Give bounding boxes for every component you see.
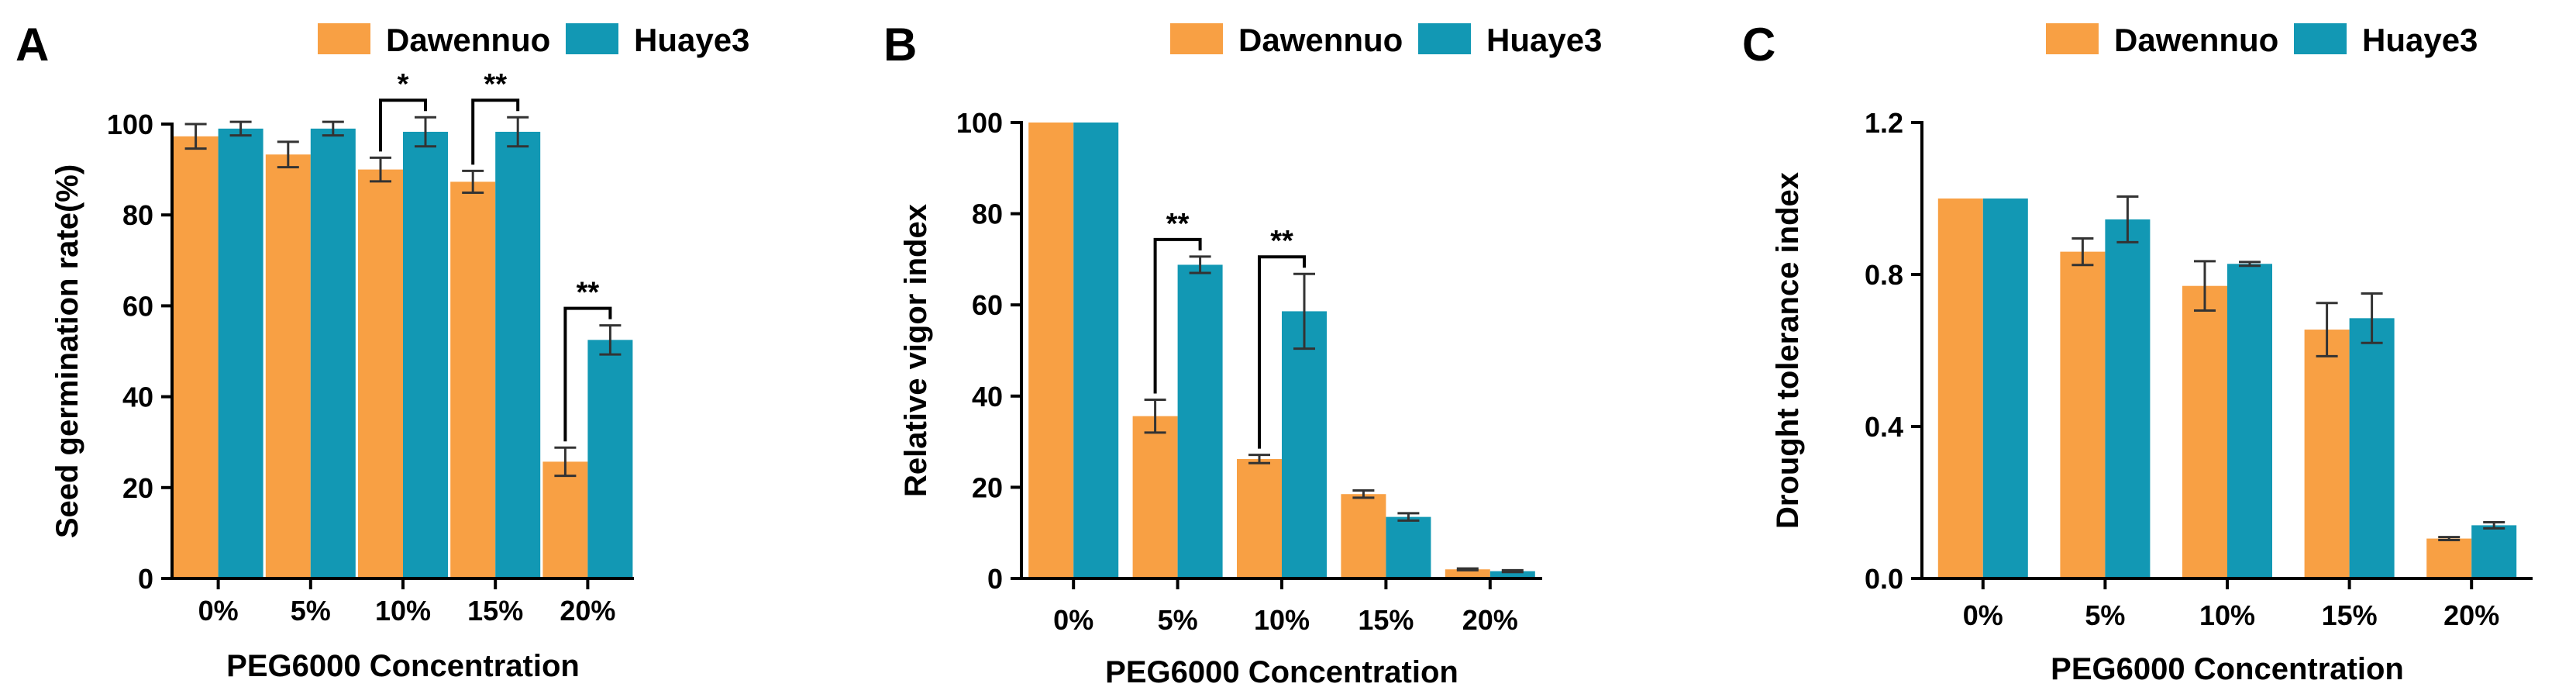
x-tick-label: 20% [560,595,615,627]
legend-label-huaye3: Huaye3 [634,22,749,58]
x-tick-label: 0% [198,595,239,627]
x-tick-label: 15% [1358,604,1414,636]
y-tick-label: 40 [122,382,153,413]
bar-dawennuo-0 [1937,199,1983,578]
x-tick-label: 5% [1158,604,1198,636]
chart-panel-b: B Dawennuo Huaye3 ** ** 0 20 40 60 80 100 0% 5% 10% 15… [883,19,1602,689]
bar-dawennuo-0 [173,136,219,578]
bar-huaye3-4 [587,340,633,578]
bar-huaye3-0 [1073,123,1119,578]
y-tick-label: 20 [122,472,153,504]
bar-huaye3-1 [310,128,356,579]
bar-dawennuo-1 [2060,251,2106,578]
y-tick-label: 40 [972,381,1003,413]
bar-huaye3-4 [2471,525,2517,578]
x-tick-label: 0% [1963,599,2003,631]
x-axis-title: PEG6000 Concentration [2051,652,2404,686]
x-tick-label: 5% [2085,599,2125,631]
x-tick-label: 15% [467,595,523,627]
y-axis-title: Drought tolerance index [1771,172,1805,529]
x-tick-label: 10% [375,595,431,627]
legend-swatch-dawennuo [1170,23,1223,54]
significance-label: ** [577,277,600,309]
x-tick-label: 10% [1254,604,1310,636]
x-tick-label: 20% [2443,599,2499,631]
significance-bracket [1153,237,1202,394]
bar-dawennuo-2 [1237,458,1282,578]
bar-huaye3-1 [2105,219,2151,578]
significance-bracket [379,98,427,152]
legend-label-huaye3: Huaye3 [1486,22,1602,58]
x-tick-label: 5% [291,595,331,627]
bar-dawennuo-2 [358,169,403,579]
chart-panel-c: C Dawennuo Huaye3 0.0 0.4 0.8 1.2 0% 5% 10% 15% 20%… [1742,19,2533,686]
bar-dawennuo-0 [1028,123,1074,578]
bar-huaye3-0 [218,128,263,579]
legend-label-dawennuo: Dawennuo [2114,22,2278,58]
y-axis-title: Seed germination rate(%) [50,164,84,538]
y-tick-label: 0 [138,563,153,595]
legend-swatch-huaye3 [566,23,618,54]
bar-dawennuo-4 [542,461,588,578]
significance-bracket [1258,255,1306,449]
y-tick-label: 0.0 [1865,563,1903,595]
legend-swatch-dawennuo [318,23,370,54]
bar-huaye3-3 [2349,318,2395,578]
panel-label: B [883,19,917,71]
legend-swatch-huaye3 [2294,23,2347,54]
bar-dawennuo-4 [1445,569,1490,578]
significance-label: ** [1270,225,1293,257]
y-tick-label: 1.2 [1865,107,1903,139]
legend-label-huaye3: Huaye3 [2362,22,2478,58]
y-tick-label: 80 [972,199,1003,230]
legend-swatch-huaye3 [1418,23,1471,54]
significance-bracket [563,306,612,442]
x-tick-label: 0% [1053,604,1093,636]
x-axis-title: PEG6000 Concentration [1105,655,1458,689]
bar-dawennuo-4 [2426,538,2472,578]
x-tick-label: 15% [2322,599,2378,631]
x-tick-label: 20% [1462,604,1518,636]
y-tick-label: 100 [107,109,153,140]
legend-label-dawennuo: Dawennuo [386,22,550,58]
bar-huaye3-2 [403,131,448,578]
bar-dawennuo-3 [1341,494,1386,578]
bar-dawennuo-3 [2304,330,2350,578]
bar-dawennuo-2 [2182,285,2227,578]
y-tick-label: 80 [122,199,153,231]
y-tick-label: 100 [956,107,1003,139]
x-axis-title: PEG6000 Concentration [226,649,580,683]
legend-swatch-dawennuo [2046,23,2099,54]
panel-label: C [1742,19,1775,71]
y-tick-label: 0.4 [1865,411,1903,443]
bar-huaye3-3 [495,131,541,578]
y-tick-label: 20 [972,471,1003,503]
x-tick-label: 10% [2199,599,2255,631]
y-tick-label: 60 [122,290,153,322]
significance-label: ** [1166,208,1190,240]
significance-label: * [398,68,409,101]
significance-label: ** [484,68,507,101]
bar-dawennuo-3 [450,181,496,578]
y-tick-label: 0.8 [1865,259,1903,291]
bar-dawennuo-1 [1132,416,1178,578]
bar-huaye3-2 [1282,311,1327,578]
bar-huaye3-1 [1177,264,1223,578]
y-tick-label: 60 [972,289,1003,321]
significance-bracket [471,98,520,165]
bar-dawennuo-1 [265,154,311,579]
y-axis-title: Relative vigor index [899,204,933,497]
bar-huaye3-0 [1982,199,2028,578]
y-tick-label: 0 [987,563,1003,595]
bar-huaye3-2 [2227,264,2272,578]
bar-huaye3-3 [1386,516,1431,578]
panel-label: A [15,19,49,71]
legend-label-dawennuo: Dawennuo [1238,22,1403,58]
bar-huaye3-4 [1489,571,1535,578]
